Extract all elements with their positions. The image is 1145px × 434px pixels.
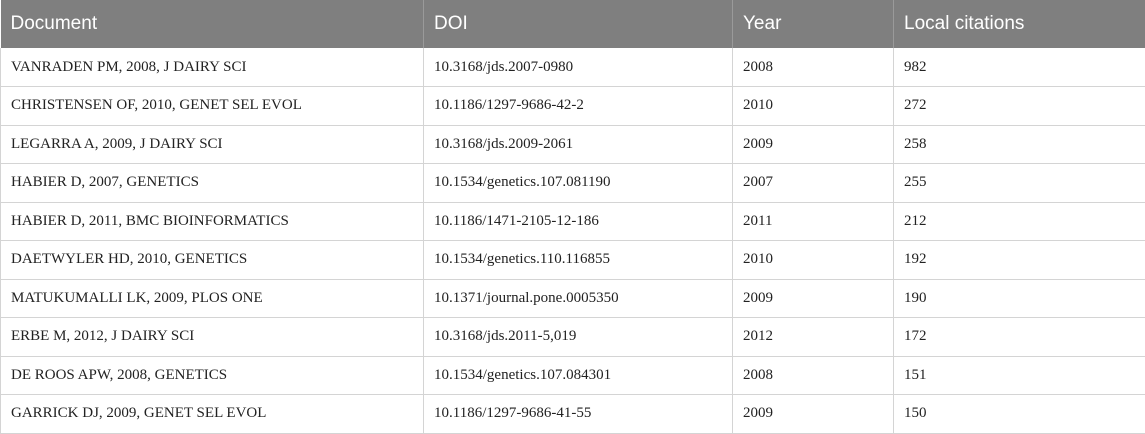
year-cell: 2011 — [733, 202, 894, 241]
table-row: VANRADEN PM, 2008, J DAIRY SCI 10.3168/j… — [1, 48, 1145, 87]
document-cell: DAETWYLER HD, 2010, GENETICS — [1, 241, 424, 280]
local-citations-cell: 172 — [894, 318, 1145, 357]
year-cell: 2010 — [733, 87, 894, 126]
table-body: VANRADEN PM, 2008, J DAIRY SCI 10.3168/j… — [1, 48, 1145, 433]
year-cell: 2009 — [733, 279, 894, 318]
table-row: GARRICK DJ, 2009, GENET SEL EVOL 10.1186… — [1, 395, 1145, 434]
column-header-document: Document — [1, 0, 424, 48]
doi-cell: 10.3168/jds.2007-0980 — [424, 48, 733, 87]
table-row: MATUKUMALLI LK, 2009, PLOS ONE 10.1371/j… — [1, 279, 1145, 318]
document-cell: GARRICK DJ, 2009, GENET SEL EVOL — [1, 395, 424, 434]
local-citations-cell: 192 — [894, 241, 1145, 280]
local-citations-cell: 151 — [894, 356, 1145, 395]
local-citations-cell: 150 — [894, 395, 1145, 434]
local-citations-cell: 258 — [894, 125, 1145, 164]
table-row: CHRISTENSEN OF, 2010, GENET SEL EVOL 10.… — [1, 87, 1145, 126]
table-row: HABIER D, 2011, BMC BIOINFORMATICS 10.11… — [1, 202, 1145, 241]
document-cell: ERBE M, 2012, J DAIRY SCI — [1, 318, 424, 357]
table-row: DAETWYLER HD, 2010, GENETICS 10.1534/gen… — [1, 241, 1145, 280]
local-citations-cell: 272 — [894, 87, 1145, 126]
year-cell: 2009 — [733, 125, 894, 164]
document-cell: MATUKUMALLI LK, 2009, PLOS ONE — [1, 279, 424, 318]
header-row: Document DOI Year Local citations — [1, 0, 1145, 48]
document-cell: LEGARRA A, 2009, J DAIRY SCI — [1, 125, 424, 164]
local-citations-cell: 255 — [894, 164, 1145, 203]
year-cell: 2009 — [733, 395, 894, 434]
doi-cell: 10.1371/journal.pone.0005350 — [424, 279, 733, 318]
year-cell: 2008 — [733, 356, 894, 395]
document-cell: HABIER D, 2007, GENETICS — [1, 164, 424, 203]
doi-cell: 10.1186/1297-9686-41-55 — [424, 395, 733, 434]
local-citations-cell: 982 — [894, 48, 1145, 87]
doi-cell: 10.1534/genetics.107.084301 — [424, 356, 733, 395]
year-cell: 2007 — [733, 164, 894, 203]
document-cell: VANRADEN PM, 2008, J DAIRY SCI — [1, 48, 424, 87]
table-header: Document DOI Year Local citations — [1, 0, 1145, 48]
table-row: HABIER D, 2007, GENETICS 10.1534/genetic… — [1, 164, 1145, 203]
table-row: DE ROOS APW, 2008, GENETICS 10.1534/gene… — [1, 356, 1145, 395]
document-cell: HABIER D, 2011, BMC BIOINFORMATICS — [1, 202, 424, 241]
local-citations-cell: 212 — [894, 202, 1145, 241]
year-cell: 2010 — [733, 241, 894, 280]
document-cell: DE ROOS APW, 2008, GENETICS — [1, 356, 424, 395]
doi-cell: 10.1534/genetics.107.081190 — [424, 164, 733, 203]
column-header-year: Year — [733, 0, 894, 48]
local-citations-cell: 190 — [894, 279, 1145, 318]
table-row: LEGARRA A, 2009, J DAIRY SCI 10.3168/jds… — [1, 125, 1145, 164]
document-cell: CHRISTENSEN OF, 2010, GENET SEL EVOL — [1, 87, 424, 126]
year-cell: 2008 — [733, 48, 894, 87]
doi-cell: 10.3168/jds.2011-5,019 — [424, 318, 733, 357]
column-header-doi: DOI — [424, 0, 733, 48]
doi-cell: 10.1186/1471-2105-12-186 — [424, 202, 733, 241]
doi-cell: 10.1534/genetics.110.116855 — [424, 241, 733, 280]
column-header-local-citations: Local citations — [894, 0, 1145, 48]
doi-cell: 10.3168/jds.2009-2061 — [424, 125, 733, 164]
year-cell: 2012 — [733, 318, 894, 357]
table-row: ERBE M, 2012, J DAIRY SCI 10.3168/jds.20… — [1, 318, 1145, 357]
doi-cell: 10.1186/1297-9686-42-2 — [424, 87, 733, 126]
